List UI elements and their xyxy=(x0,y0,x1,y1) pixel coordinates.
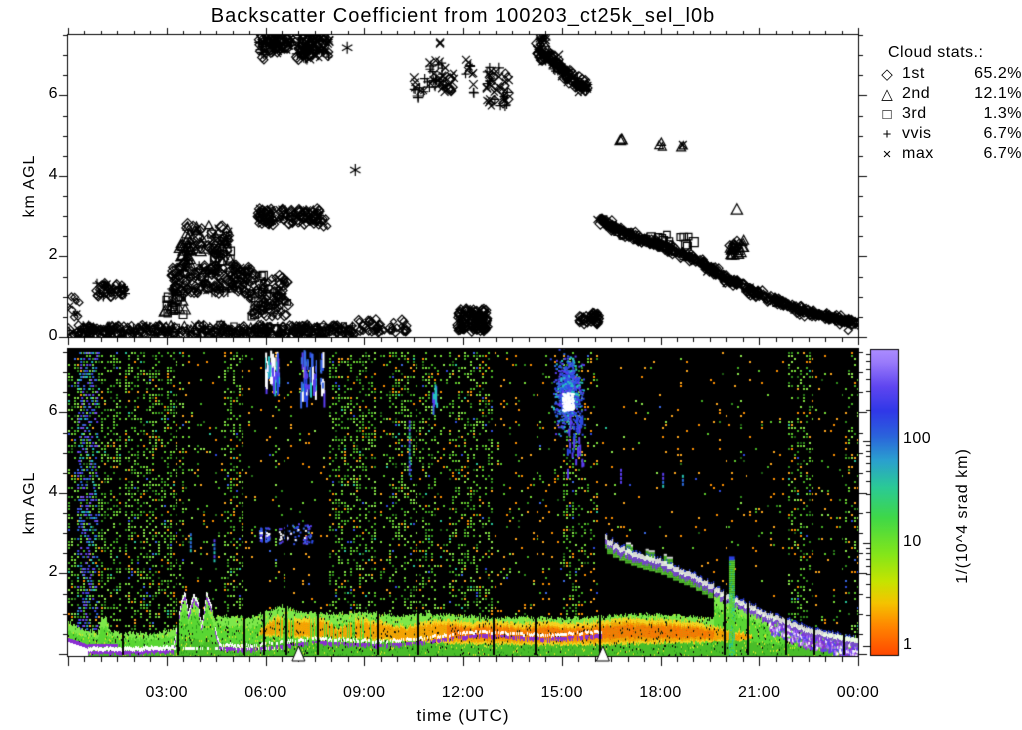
cross-marker-icon: × xyxy=(882,145,892,163)
legend-row-2nd: △ 2nd 12.1% xyxy=(872,84,1022,104)
diamond-marker-icon: ◇ xyxy=(881,66,893,83)
legend-item-label: vvis xyxy=(902,125,932,142)
y-tick-label-bottom: 4 xyxy=(48,482,58,500)
page-title: Backscatter Coefficient from 100203_ct25… xyxy=(210,5,716,27)
colorbar-unit-label: 1/(10^4 srad km) xyxy=(954,448,971,584)
colorbar-tick-10: 10 xyxy=(903,533,922,550)
x-tick-label: 18:00 xyxy=(639,684,682,701)
legend: Cloud stats.: ◇ 1st 65.2% △ 2nd 12.1% □ … xyxy=(872,44,1022,164)
x-tick-label: 06:00 xyxy=(244,684,287,701)
legend-item-value: 6.7% xyxy=(983,145,1022,162)
x-tick-label: 09:00 xyxy=(342,684,386,701)
legend-title: Cloud stats.: xyxy=(888,44,984,61)
legend-item-value: 12.1% xyxy=(974,85,1022,102)
legend-row-1st: ◇ 1st 65.2% xyxy=(872,64,1022,84)
x-tick-label: 12:00 xyxy=(441,684,485,701)
legend-item-label: 1st xyxy=(902,65,925,82)
y-tick-label-bottom: 6 xyxy=(48,402,58,420)
x-tick-label: 00:00 xyxy=(836,684,880,701)
y-axis-label-bottom: km AGL xyxy=(21,471,38,535)
x-tick-label: 15:00 xyxy=(540,684,584,701)
plus-marker-icon: + xyxy=(882,125,892,143)
legend-item-label: 3rd xyxy=(902,105,927,122)
y-tick-label-top: 4 xyxy=(48,165,58,183)
y-axis-label-top: km AGL xyxy=(21,154,38,218)
y-tick-label-top: 2 xyxy=(48,246,58,264)
x-tick-label: 03:00 xyxy=(145,684,189,701)
y-tick-label-bottom: 2 xyxy=(48,563,58,581)
square-marker-icon: □ xyxy=(882,105,892,123)
legend-item-value: 6.7% xyxy=(983,125,1022,142)
colorbar-tick-100: 100 xyxy=(903,430,932,447)
y-tick-label-top: 0 xyxy=(48,327,58,344)
x-tick-label: 21:00 xyxy=(737,684,781,701)
colorbar-tick-1: 1 xyxy=(903,636,913,653)
legend-row-max: × max 6.7% xyxy=(872,144,1022,164)
legend-item-value: 65.2% xyxy=(974,65,1022,82)
legend-item-value: 1.3% xyxy=(983,105,1022,122)
legend-item-label: 2nd xyxy=(902,85,931,102)
triangle-marker-icon: △ xyxy=(881,86,893,103)
y-tick-label-top: 6 xyxy=(48,85,58,103)
x-axis-title: time (UTC) xyxy=(416,706,510,725)
legend-item-label: max xyxy=(902,145,934,162)
legend-row-3rd: □ 3rd 1.3% xyxy=(872,104,1022,124)
legend-row-vvis: + vvis 6.7% xyxy=(872,124,1022,144)
